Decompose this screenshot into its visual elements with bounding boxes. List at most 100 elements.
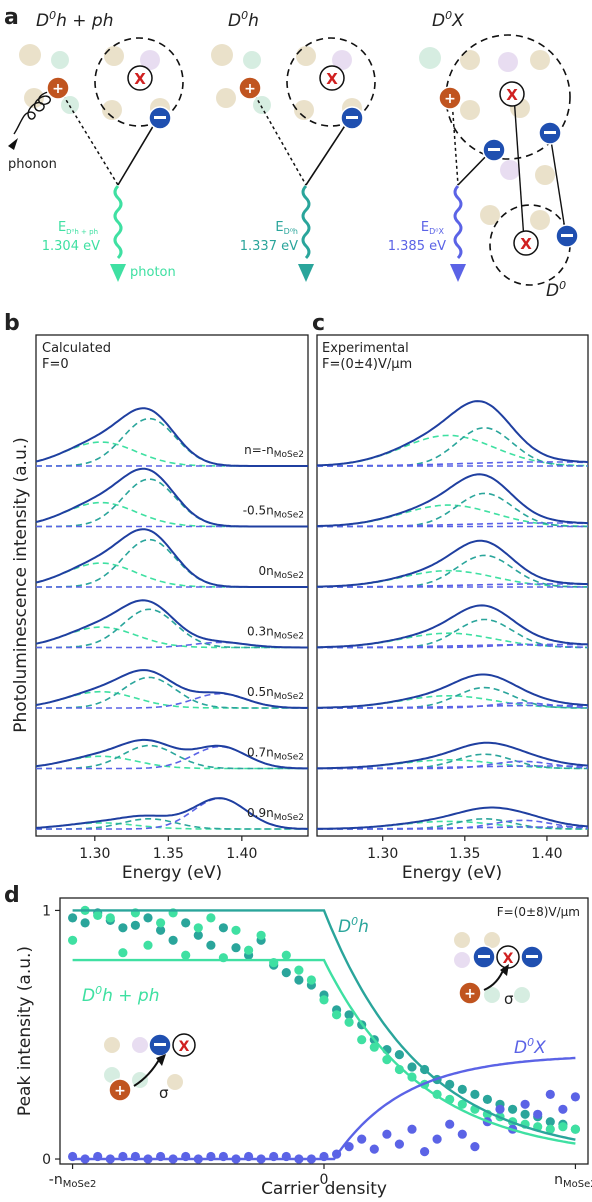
- data-point: [344, 1142, 354, 1152]
- panel-b-condition-2: F=0: [42, 357, 69, 372]
- spectrum-label: 0nMoSe2: [259, 564, 305, 581]
- data-point: [143, 940, 153, 950]
- total-spectrum-b: [35, 407, 308, 467]
- data-point: [394, 1139, 404, 1149]
- total-spectrum-c: [316, 400, 589, 467]
- total-spectrum-c: [317, 673, 589, 709]
- spectrum-label: 0.5nMoSe2: [247, 685, 304, 702]
- energy-label-d0h-ph: ED⁰h + ph: [58, 220, 98, 236]
- electron-icon: [538, 121, 562, 145]
- data-point: [105, 913, 115, 923]
- data-point: [306, 975, 316, 985]
- panel-c-frame: [316, 334, 589, 837]
- data-point: [382, 1129, 392, 1139]
- model-curve: [72, 958, 576, 1145]
- hole-icon: +: [46, 76, 70, 100]
- xtick-label: 1.30: [79, 846, 110, 862]
- data-point: [80, 918, 90, 928]
- energy-label-d0h: ED⁰h: [275, 220, 298, 236]
- hole-line-3: [451, 99, 459, 186]
- xtick-label: 0: [320, 1172, 329, 1188]
- data-point: [294, 965, 304, 975]
- data-point: [507, 1104, 518, 1114]
- hole-icon: +: [458, 981, 482, 1005]
- d0-label: D0: [546, 279, 566, 301]
- data-point: [294, 975, 304, 985]
- donor-icon: X: [513, 230, 539, 256]
- photon-wave-3: [453, 184, 463, 260]
- data-point: [357, 1134, 367, 1144]
- data-point: [206, 940, 216, 950]
- data-point: [520, 1099, 530, 1109]
- panel-b-condition-1: Calculated: [42, 341, 111, 356]
- svg-text:X: X: [326, 70, 338, 88]
- data-point: [457, 1129, 467, 1139]
- electron-icon: [555, 224, 579, 248]
- component-curve-b: [36, 417, 308, 467]
- xtick-label: 1.35: [449, 846, 480, 862]
- data-point: [156, 925, 166, 935]
- inset-d0h-schematic: X + σ: [104, 1033, 196, 1102]
- component-curve-b: [36, 744, 308, 770]
- svg-text:X: X: [506, 86, 518, 104]
- data-point: [156, 918, 166, 928]
- hole-icon: +: [108, 1078, 132, 1102]
- photon-label: photon: [130, 265, 176, 280]
- component-curve-b: [36, 692, 308, 709]
- bond-line-a: [513, 95, 525, 241]
- electron-icon: [148, 1033, 172, 1057]
- energy-value-d0h: 1.337 eV: [240, 239, 298, 254]
- component-curve-c: [317, 583, 588, 588]
- data-point: [344, 1010, 354, 1020]
- data-point: [545, 1089, 555, 1099]
- svg-text:X: X: [503, 951, 514, 967]
- dashed-orbit-1: [94, 37, 184, 127]
- data-point: [130, 920, 140, 930]
- svg-text:+: +: [464, 986, 476, 1002]
- spectrum-label: 0.7nMoSe2: [247, 746, 304, 763]
- xtick-label: 1.35: [153, 846, 184, 862]
- hole-line-2: [251, 89, 307, 186]
- panel-d-plot: 0 1 -nMoSe2 0 nMoSe2: [42, 903, 592, 1190]
- component-curve-c: [317, 704, 589, 709]
- total-spectrum-b: [35, 797, 309, 830]
- panel-b-letter: b: [4, 311, 20, 336]
- phonon-label: phonon: [8, 157, 57, 172]
- total-spectrum-c: [317, 604, 589, 649]
- photon-wave-2: [301, 184, 311, 260]
- data-point: [495, 1104, 505, 1114]
- component-curve-b: [36, 676, 308, 709]
- xticks-bc: 1.30 1.35 1.40 1.30 1.35 1.40: [79, 836, 563, 862]
- data-point: [281, 950, 291, 960]
- total-spectrum-b: [35, 599, 308, 649]
- lattice-3: [419, 47, 555, 230]
- label-d0h-ph: D0h + ph: [82, 984, 160, 1006]
- data-point: [344, 1017, 354, 1027]
- sigma-label-1: σ: [159, 1084, 169, 1102]
- data-point: [520, 1109, 530, 1119]
- svg-text:+: +: [114, 1083, 126, 1099]
- data-point: [181, 950, 191, 960]
- donor-icon: X: [127, 65, 153, 91]
- total-spectrum-c: [316, 473, 589, 528]
- energy-value-d0h-ph: 1.304 eV: [42, 239, 100, 254]
- spectra-b: [35, 407, 309, 830]
- spectrum-label: n=-nMoSe2: [244, 443, 304, 460]
- phonon-wave: [13, 91, 51, 135]
- component-curve-c: [317, 426, 589, 467]
- data-point: [206, 913, 216, 923]
- dashed-orbit-2: [286, 37, 376, 127]
- component-curve-c: [317, 522, 589, 528]
- data-point: [407, 1124, 417, 1134]
- data-point: [533, 1109, 543, 1119]
- donor-icon: X: [496, 945, 520, 969]
- component-curve-c: [317, 461, 588, 467]
- photon-arrow-1: [110, 264, 126, 282]
- data-point: [394, 1050, 404, 1060]
- sigma-label-2: σ: [504, 990, 514, 1008]
- data-point: [570, 1092, 581, 1102]
- electron-icon: [472, 945, 496, 969]
- capture-arrowhead-1: [156, 1054, 166, 1066]
- header-d0h: D0h: [228, 9, 259, 31]
- xtick-label: 1.30: [367, 846, 398, 862]
